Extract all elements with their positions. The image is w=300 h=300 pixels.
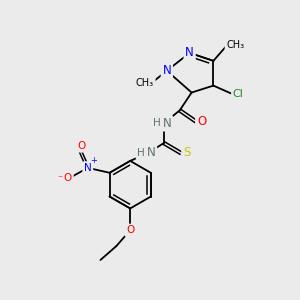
Text: S: S	[183, 146, 190, 160]
Text: O: O	[64, 173, 72, 183]
Text: N: N	[147, 146, 155, 160]
Text: O: O	[197, 115, 206, 128]
Text: CH₃: CH₃	[136, 78, 154, 88]
Text: H: H	[153, 118, 161, 128]
Text: ⁻: ⁻	[58, 175, 63, 185]
Text: Cl: Cl	[233, 88, 244, 98]
Text: N: N	[84, 163, 92, 173]
Text: N: N	[163, 117, 171, 130]
Text: O: O	[78, 141, 86, 151]
Text: O: O	[126, 225, 134, 235]
Text: N: N	[185, 46, 194, 59]
Text: N: N	[163, 64, 171, 77]
Text: CH₃: CH₃	[226, 40, 244, 50]
Text: +: +	[90, 156, 97, 165]
Text: H: H	[137, 148, 145, 158]
